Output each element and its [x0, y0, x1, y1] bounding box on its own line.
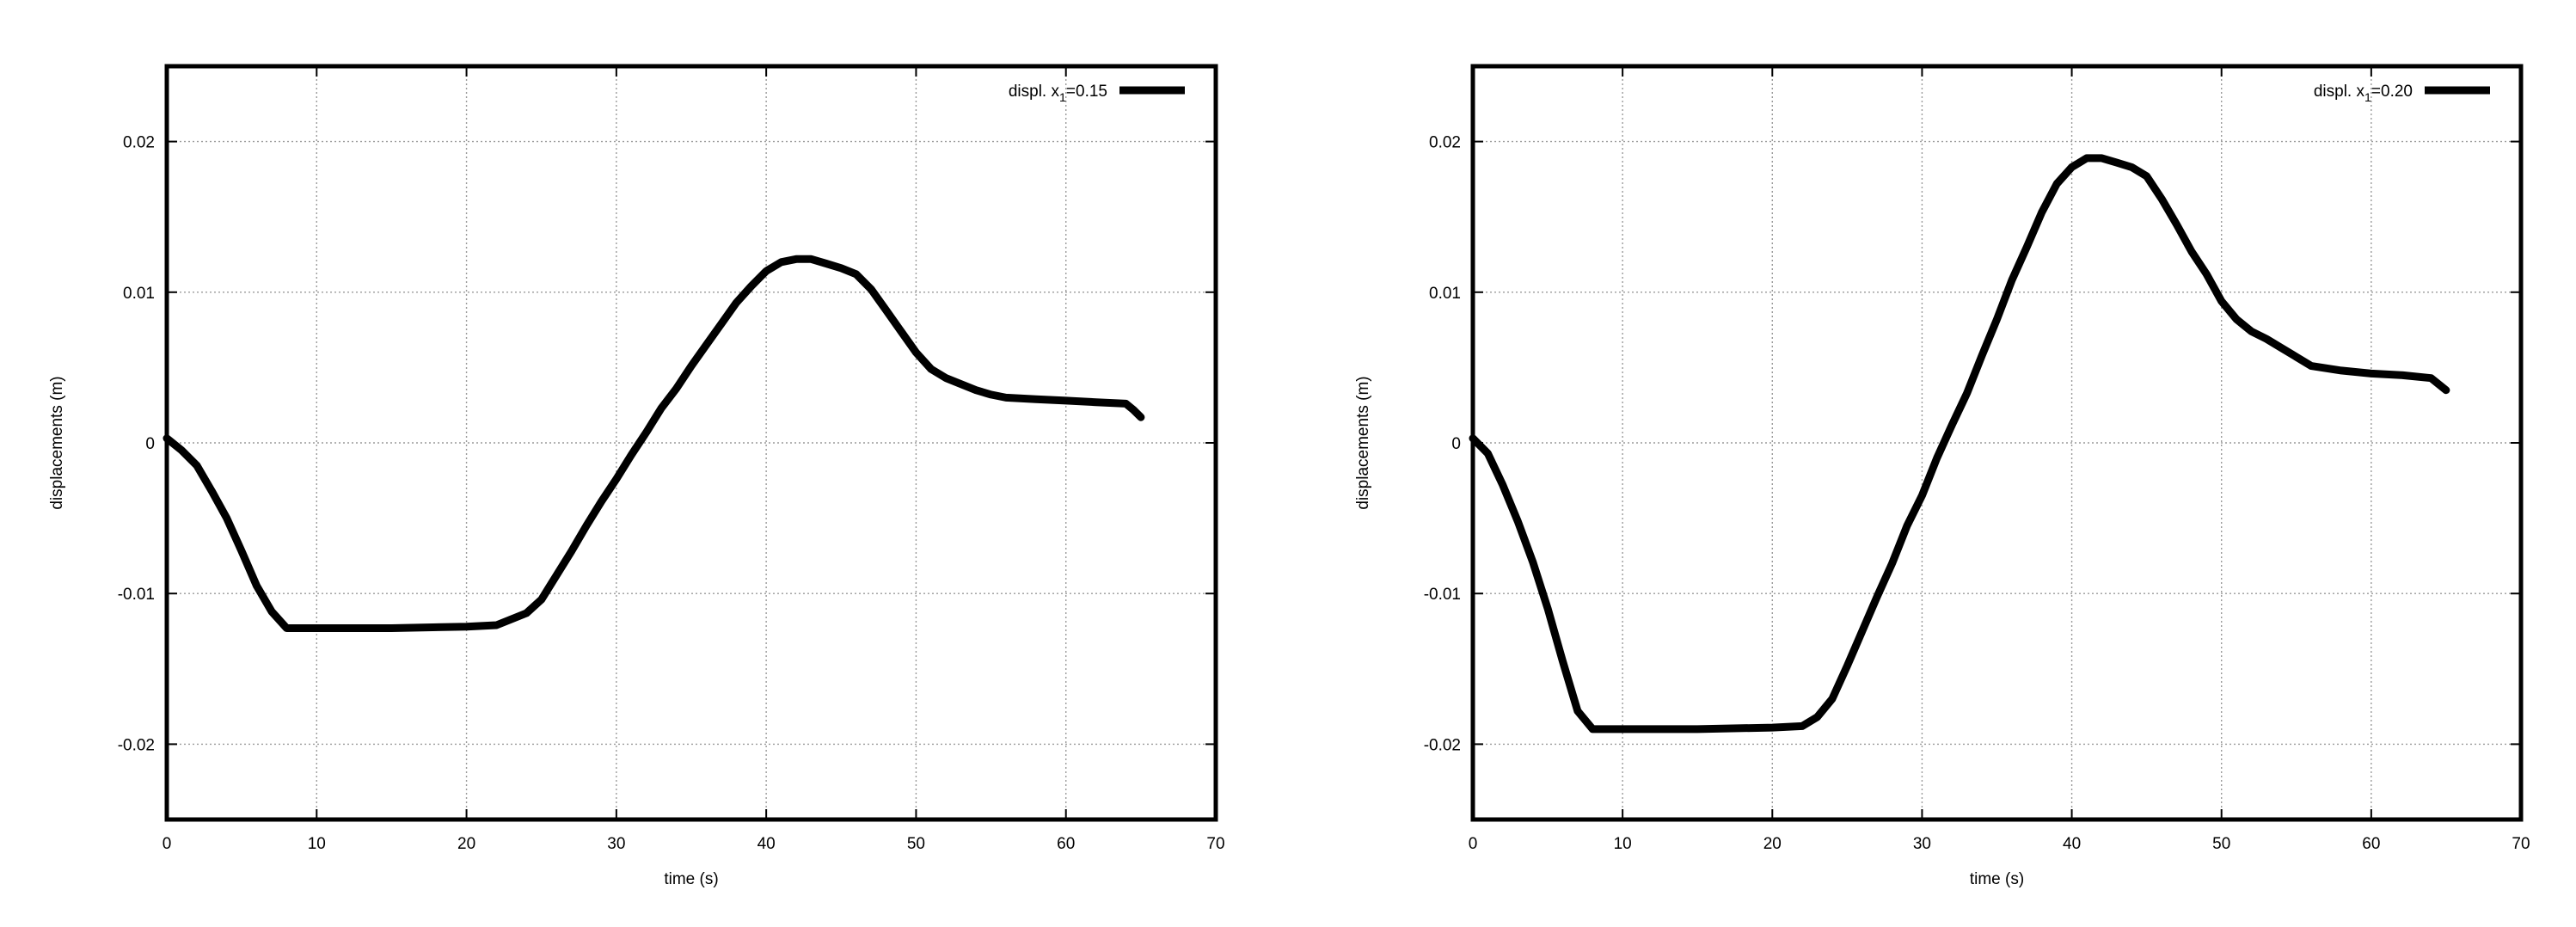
y-tick-label: -0.01: [118, 586, 155, 604]
x-tick-label: 20: [1763, 835, 1782, 853]
y-tick-label: 0: [1451, 435, 1461, 453]
x-tick-label: 50: [907, 835, 925, 853]
legend-label-suffix: =0.15: [1066, 83, 1107, 101]
series-line: [1469, 154, 2450, 734]
x-tick-label: 0: [1469, 835, 1478, 853]
y-tick-label: 0.02: [123, 134, 155, 152]
x-tick-label: 60: [1057, 835, 1075, 853]
legend-label: displ. x1=0.15: [1009, 83, 1107, 105]
legend-label-suffix: =0.20: [2371, 83, 2413, 101]
series-line: [163, 255, 1145, 632]
y-tick-label: 0.02: [1429, 134, 1461, 152]
x-tick-label: 30: [1913, 835, 1931, 853]
x-axis-label: time (s): [1970, 870, 2024, 888]
chart-panel-right: 0 10 20 30 40 50 60 70 -0.02 -0.01 0 0.01 0.02 time (…: [1354, 64, 2530, 888]
legend-label: displ. x1=0.20: [2314, 83, 2413, 105]
y-tick-label: 0: [145, 435, 155, 453]
y-tick-label: 0.01: [123, 285, 155, 303]
legend-label-prefix: displ. x: [2314, 83, 2365, 101]
x-tick-label: 20: [457, 835, 475, 853]
legend-label-subscript: 1: [1059, 91, 1066, 105]
x-tick-label: 10: [1614, 835, 1632, 853]
x-tick-label: 60: [2362, 835, 2380, 853]
y-tick-label: -0.02: [1424, 736, 1461, 754]
x-tick-label: 30: [607, 835, 625, 853]
y-axis-label: displacements (m): [1354, 376, 1372, 509]
y-tick-label: -0.02: [118, 736, 155, 754]
legend-label-prefix: displ. x: [1009, 83, 1060, 101]
x-tick-label: 50: [2212, 835, 2230, 853]
y-tick-label: 0.01: [1429, 285, 1461, 303]
y-axis-label: displacements (m): [48, 376, 66, 509]
x-axis-label: time (s): [664, 870, 718, 888]
chart-panel-left: 0 10 20 30 40 50 60 70 -0.02 -0.01 0 0.01 0.02 time (…: [48, 64, 1225, 888]
x-tick-label: 70: [2512, 835, 2530, 853]
x-tick-label: 70: [1206, 835, 1224, 853]
x-tick-label: 0: [163, 835, 172, 853]
y-tick-label: -0.01: [1424, 586, 1461, 604]
x-tick-label: 40: [2063, 835, 2081, 853]
legend-label-subscript: 1: [2364, 91, 2371, 105]
x-tick-label: 40: [757, 835, 776, 853]
x-tick-label: 10: [308, 835, 326, 853]
